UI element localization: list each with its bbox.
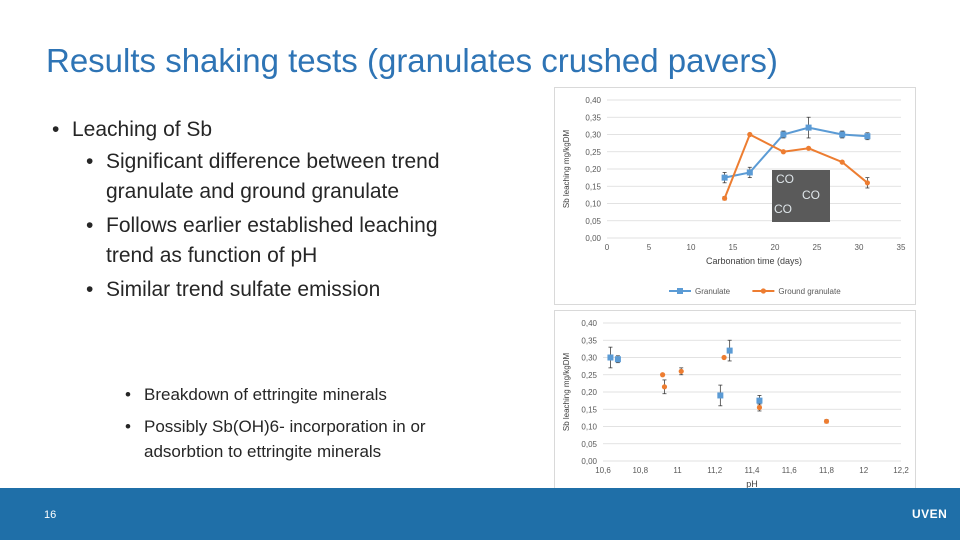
x-axis-label: Carbonation time (days) bbox=[706, 256, 802, 266]
bullet-text: Breakdown of ettringite minerals bbox=[144, 385, 387, 404]
y-tick-label: 0,10 bbox=[585, 200, 601, 209]
y-tick-label: 0,30 bbox=[581, 354, 597, 363]
y-tick-label: 0,20 bbox=[585, 165, 601, 174]
y-tick-label: 0,35 bbox=[581, 336, 597, 345]
y-tick-label: 0,35 bbox=[585, 113, 601, 122]
university-logo: UVEN bbox=[912, 507, 948, 521]
x-tick-label: 11,2 bbox=[707, 466, 723, 475]
bullet-text: Similar trend sulfate emission bbox=[106, 278, 381, 301]
data-point bbox=[721, 354, 727, 361]
collage-label: CO bbox=[774, 202, 792, 216]
y-tick-label: 0,40 bbox=[581, 319, 597, 328]
legend-label: Granulate bbox=[695, 287, 731, 296]
x-tick-label: 15 bbox=[729, 243, 738, 252]
bullet-text: Follows earlier established leaching bbox=[106, 214, 438, 237]
data-point bbox=[746, 169, 753, 176]
x-tick-label: 11,4 bbox=[745, 466, 761, 475]
y-tick-label: 0,05 bbox=[581, 440, 597, 449]
y-tick-label: 0,15 bbox=[585, 182, 601, 191]
x-axis-label: pH bbox=[746, 479, 758, 489]
bullet-text: adsorbtion to ettringite minerals bbox=[144, 442, 382, 461]
bullet-marker: • bbox=[125, 385, 131, 404]
y-axis-label: Sb leaching mg/kgDM bbox=[562, 130, 571, 209]
x-tick-label: 0 bbox=[605, 243, 610, 252]
data-point bbox=[678, 368, 684, 374]
y-tick-label: 0,25 bbox=[585, 148, 601, 157]
data-point bbox=[717, 392, 724, 399]
chart-carbonation-time: 0,00 0,05 0,10 0,15 0,20 0,25 0,30 0,35 0,40 0 5 10… bbox=[554, 87, 916, 305]
bullet-marker: • bbox=[86, 150, 94, 173]
x-tick-label: 11,6 bbox=[782, 466, 798, 475]
series-line bbox=[723, 133, 869, 199]
data-point bbox=[660, 372, 666, 378]
data-point bbox=[726, 347, 733, 354]
y-tick-label: 0,10 bbox=[581, 423, 597, 432]
y-tick-label: 0,00 bbox=[581, 457, 597, 466]
x-tick-label: 20 bbox=[771, 243, 780, 252]
data-point bbox=[747, 131, 753, 138]
x-tick-label: 10 bbox=[687, 243, 696, 252]
chart-carbonation-time-svg: 0,00 0,05 0,10 0,15 0,20 0,25 0,30 0,35 0,40 0 5 10… bbox=[562, 96, 906, 296]
y-tick-label: 0,30 bbox=[585, 131, 601, 140]
slide-title: Results shaking tests (granulates crushe… bbox=[46, 42, 778, 79]
x-tick-label: 30 bbox=[855, 243, 864, 252]
y-axis-label: Sb leaching mg/kgDM bbox=[562, 353, 571, 432]
bullet-marker: • bbox=[86, 278, 94, 301]
data-point bbox=[756, 404, 763, 411]
legend-marker bbox=[760, 288, 766, 294]
data-point bbox=[614, 356, 621, 363]
y-tick-label: 0,15 bbox=[581, 405, 597, 414]
data-point bbox=[721, 174, 728, 181]
collage-label: CO bbox=[776, 172, 794, 186]
data-point bbox=[864, 180, 870, 186]
bullet-text: Significant difference between trend bbox=[106, 150, 440, 173]
y-tick-label: 0,20 bbox=[581, 388, 597, 397]
x-tick-label: 12,2 bbox=[893, 466, 909, 475]
x-tick-label: 25 bbox=[813, 243, 822, 252]
legend-label: Ground granulate bbox=[778, 287, 841, 296]
y-tick-label: 0,05 bbox=[585, 217, 601, 226]
bullet-marker: • bbox=[52, 118, 60, 141]
legend-marker bbox=[677, 288, 683, 294]
data-point bbox=[756, 397, 763, 404]
x-tick-label: 11,8 bbox=[819, 466, 835, 475]
data-point bbox=[722, 195, 728, 201]
bullet-text: Leaching of Sb bbox=[72, 118, 213, 141]
bullet-marker: • bbox=[125, 417, 131, 436]
data-point bbox=[805, 124, 812, 131]
data-point bbox=[806, 145, 812, 151]
page-number: 16 bbox=[44, 509, 57, 521]
bullet-marker: • bbox=[86, 214, 94, 237]
x-tick-label: 11 bbox=[673, 466, 682, 475]
data-point bbox=[839, 131, 846, 138]
data-point bbox=[864, 133, 871, 140]
y-tick-label: 0,00 bbox=[585, 234, 601, 243]
data-point bbox=[780, 149, 786, 155]
y-tick-label: 0,25 bbox=[581, 371, 597, 380]
data-point bbox=[661, 384, 668, 390]
x-tick-label: 35 bbox=[897, 243, 906, 252]
footer-bar bbox=[0, 488, 960, 540]
data-point bbox=[607, 354, 614, 361]
x-tick-label: 5 bbox=[647, 243, 652, 252]
series-line bbox=[724, 126, 868, 179]
x-tick-label: 12 bbox=[859, 466, 868, 475]
x-tick-label: 10,6 bbox=[595, 466, 611, 475]
data-point bbox=[839, 159, 845, 165]
bullet-text: trend as function of pH bbox=[106, 244, 318, 267]
co2-image: CO CO CO bbox=[772, 170, 830, 222]
collage-label: CO bbox=[802, 188, 820, 202]
bullet-text: Possibly Sb(OH)6- incorporation in or bbox=[144, 417, 426, 436]
x-tick-label: 10,8 bbox=[632, 466, 648, 475]
data-point bbox=[780, 131, 787, 138]
data-point bbox=[823, 418, 830, 424]
y-tick-label: 0,40 bbox=[585, 96, 601, 105]
bullet-text: granulate and ground granulate bbox=[106, 180, 400, 203]
